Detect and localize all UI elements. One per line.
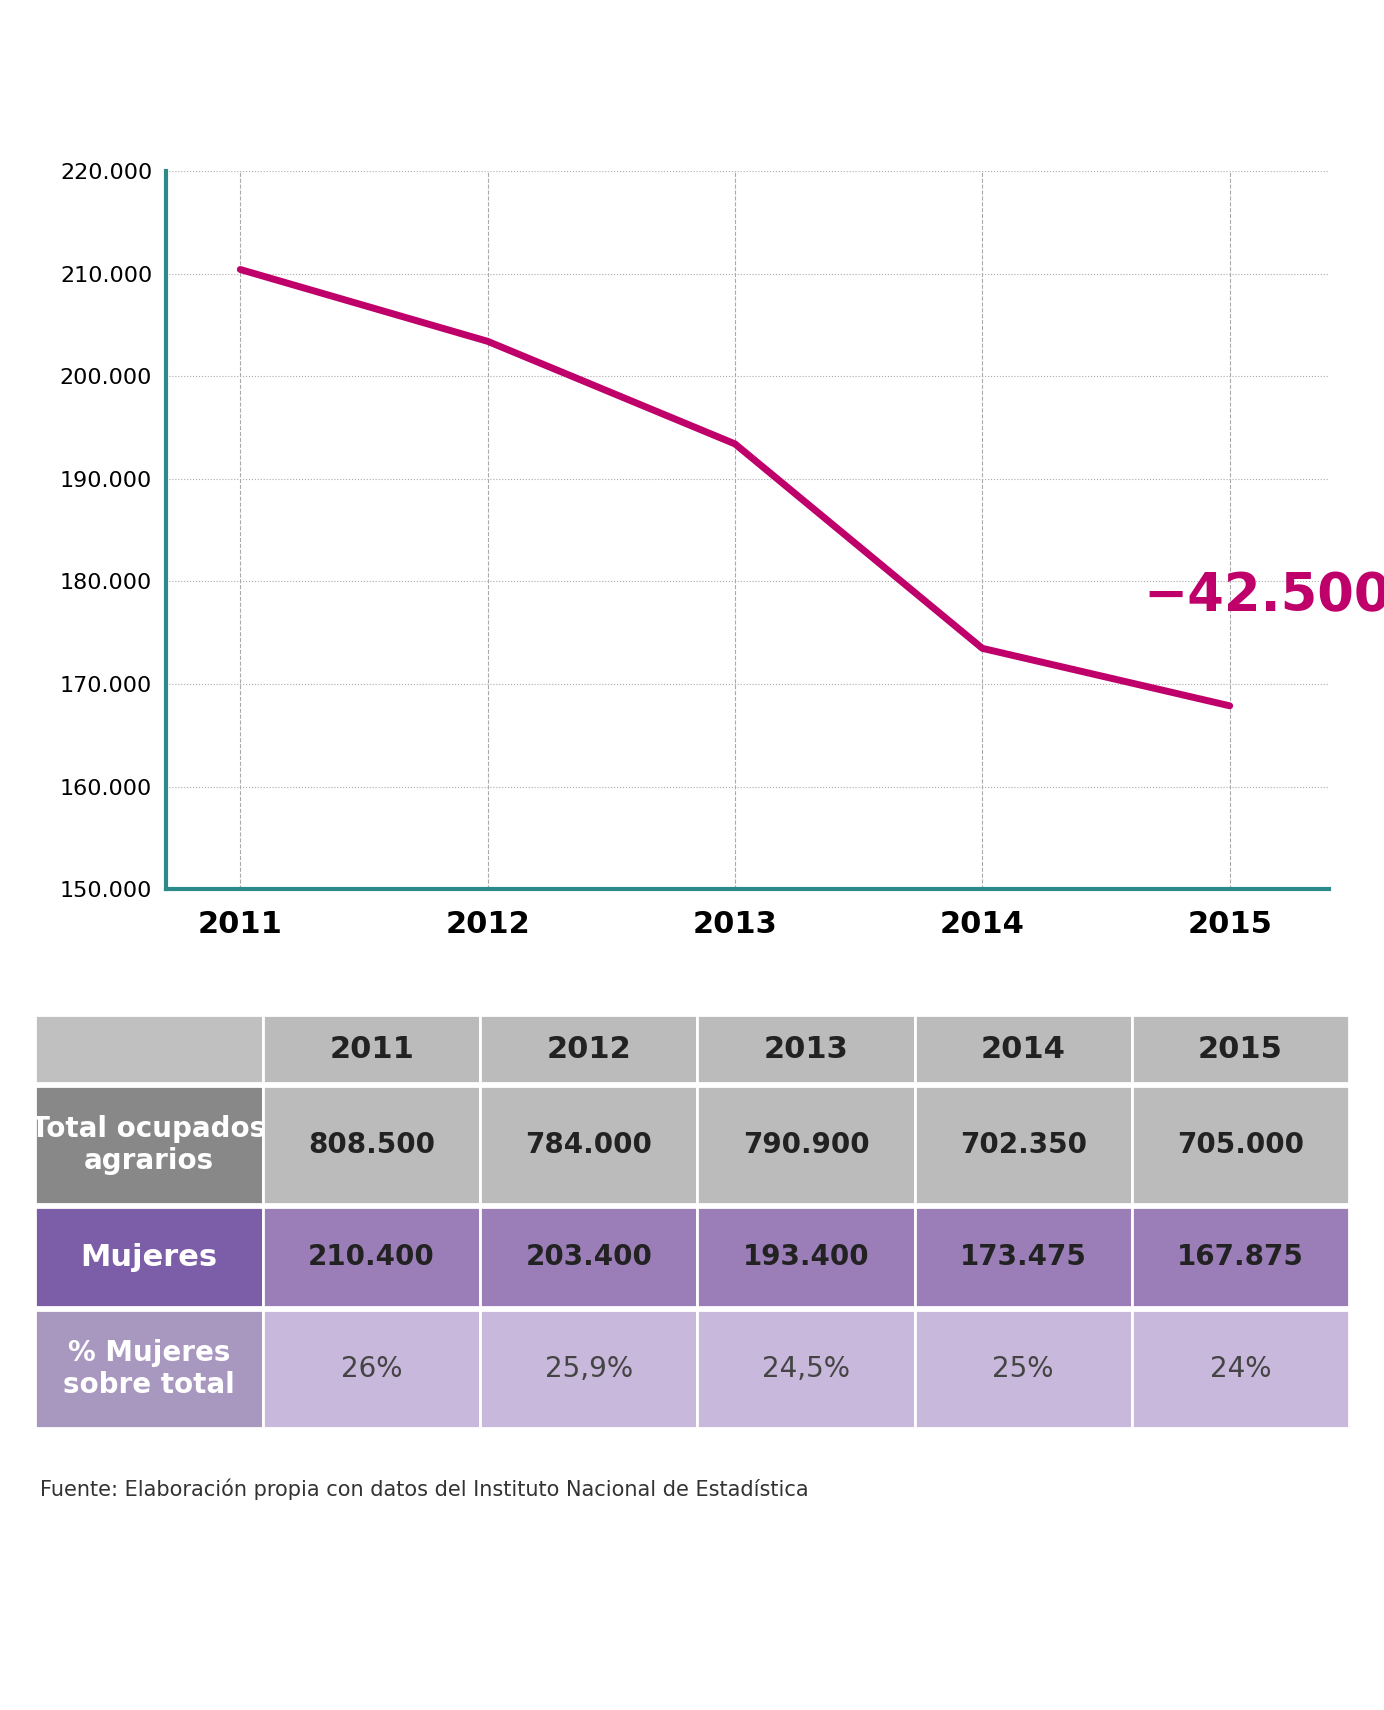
Bar <box>480 1086 698 1204</box>
Bar <box>915 1086 1132 1204</box>
Bar <box>263 1207 480 1306</box>
Text: 24%: 24% <box>1210 1354 1271 1383</box>
Bar <box>915 1207 1132 1306</box>
Bar <box>698 1086 915 1204</box>
Text: 790.900: 790.900 <box>743 1130 869 1159</box>
Bar <box>263 1086 480 1204</box>
Text: −42.500: −42.500 <box>1143 571 1384 622</box>
Bar <box>1132 1207 1349 1306</box>
Text: 24,5%: 24,5% <box>763 1354 850 1383</box>
Bar <box>35 1310 263 1428</box>
Text: 705.000: 705.000 <box>1176 1130 1304 1159</box>
Text: 2012: 2012 <box>547 1035 631 1064</box>
Bar <box>1132 1086 1349 1204</box>
Text: 2015: 2015 <box>1199 1035 1283 1064</box>
Text: Total ocupados
agrarios: Total ocupados agrarios <box>32 1115 267 1175</box>
Bar <box>35 1016 263 1082</box>
Text: 808.500: 808.500 <box>309 1130 435 1159</box>
Text: 2011: 2011 <box>329 1035 414 1064</box>
Bar <box>480 1016 698 1082</box>
Bar <box>1132 1310 1349 1428</box>
Text: 702.350: 702.350 <box>959 1130 1086 1159</box>
Text: 784.000: 784.000 <box>526 1130 652 1159</box>
Text: 25,9%: 25,9% <box>545 1354 632 1383</box>
Text: 2013: 2013 <box>764 1035 848 1064</box>
Text: Mujeres ocupadas en el sector agrario: Mujeres ocupadas en el sector agrario <box>151 67 1233 115</box>
Bar <box>915 1310 1132 1428</box>
Text: 210.400: 210.400 <box>309 1243 435 1271</box>
Text: Fuente: Elaboración propia con datos del Instituto Nacional de Estadística: Fuente: Elaboración propia con datos del… <box>40 1477 808 1500</box>
Bar <box>35 1207 263 1306</box>
Bar <box>1132 1016 1349 1082</box>
Bar <box>263 1016 480 1082</box>
Text: 26%: 26% <box>340 1354 403 1383</box>
Text: 25%: 25% <box>992 1354 1055 1383</box>
Bar <box>698 1207 915 1306</box>
Bar <box>698 1016 915 1082</box>
Text: 167.875: 167.875 <box>1176 1243 1304 1271</box>
Bar <box>698 1310 915 1428</box>
Text: 203.400: 203.400 <box>526 1243 652 1271</box>
Text: 193.400: 193.400 <box>743 1243 869 1271</box>
Text: 2014: 2014 <box>981 1035 1066 1064</box>
Bar <box>35 1086 263 1204</box>
Text: Mujeres: Mujeres <box>80 1243 217 1272</box>
Text: % Mujeres
sobre total: % Mujeres sobre total <box>64 1339 235 1399</box>
Bar <box>263 1310 480 1428</box>
Bar <box>915 1016 1132 1082</box>
Bar <box>480 1207 698 1306</box>
Bar <box>480 1310 698 1428</box>
Text: 173.475: 173.475 <box>959 1243 1086 1271</box>
